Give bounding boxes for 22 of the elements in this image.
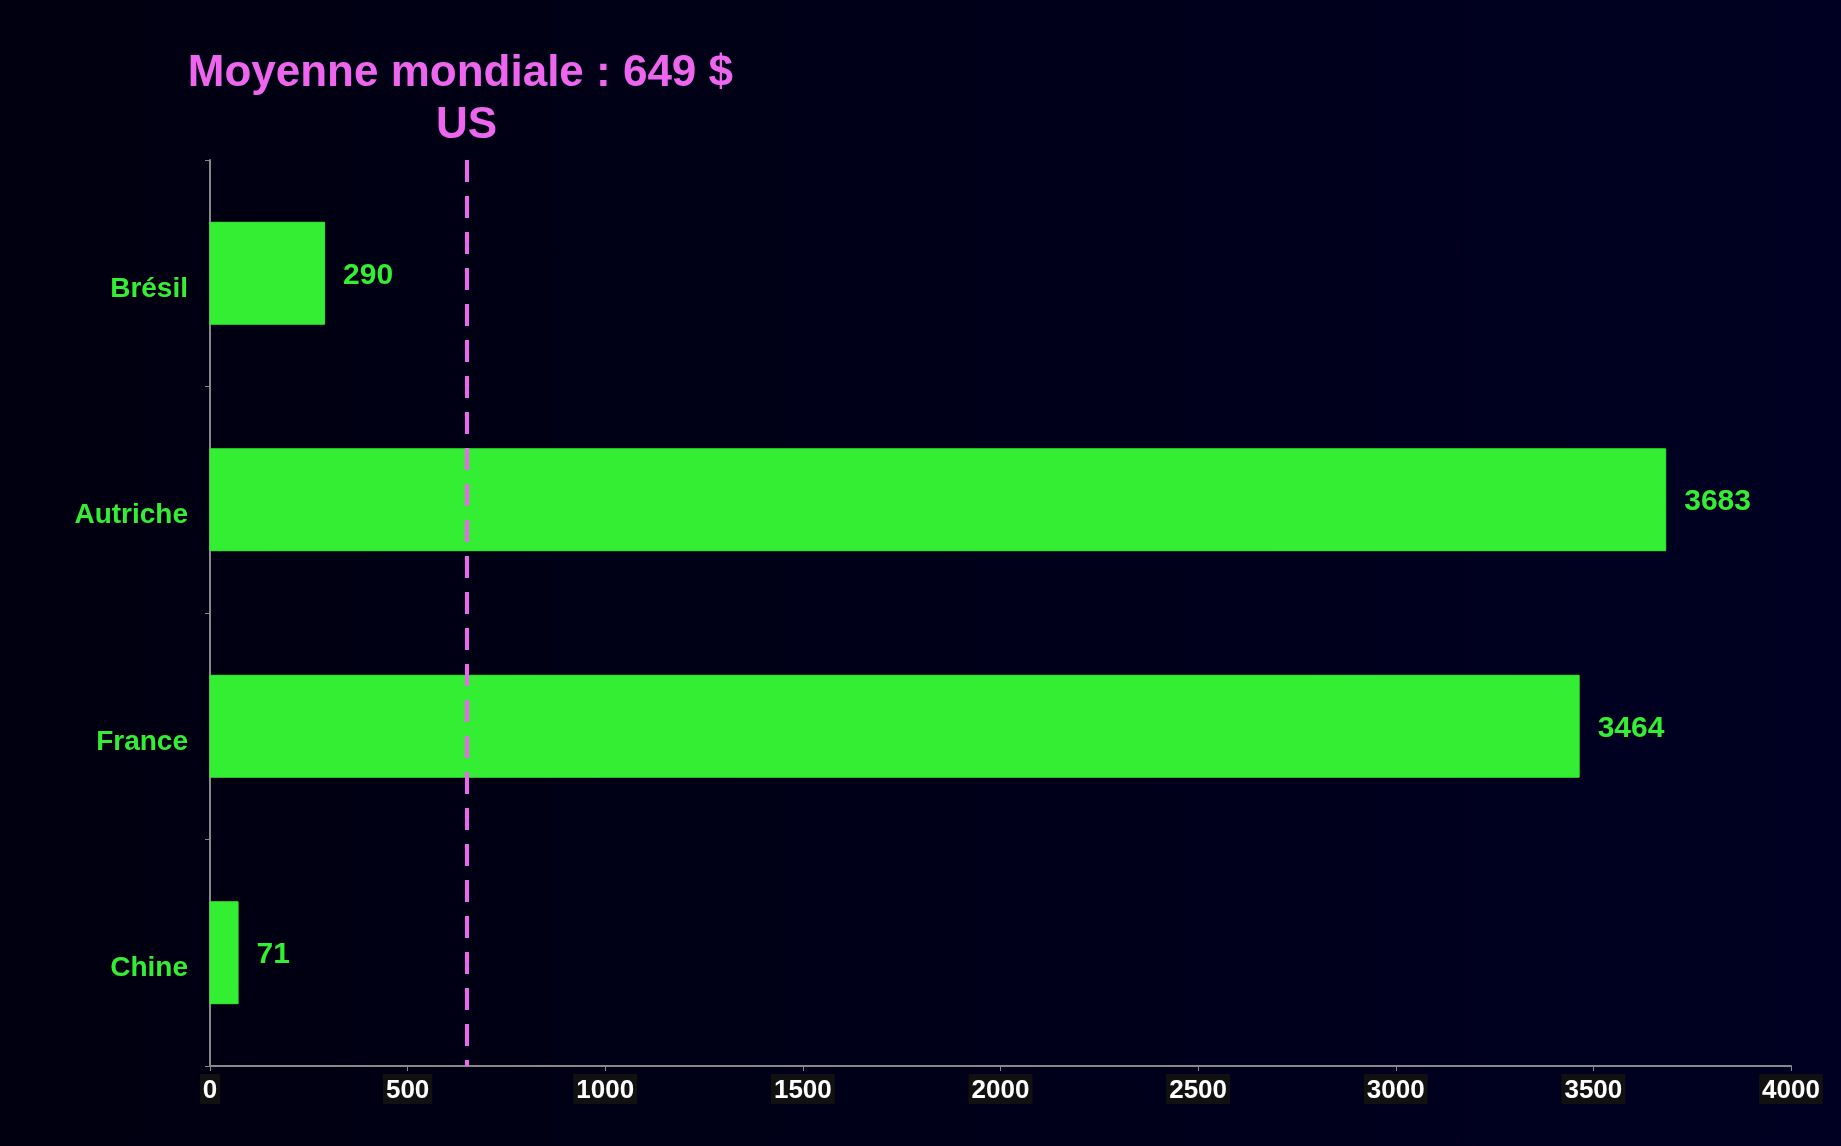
x-tick-label: 4000 (1762, 1074, 1820, 1104)
data-label: 290 (343, 256, 394, 290)
x-tick-label: 3500 (1564, 1074, 1623, 1104)
y-tick-label: France (96, 724, 188, 756)
x-tick-label: 2000 (971, 1074, 1030, 1104)
data-label: 3464 (1597, 709, 1665, 743)
x-tick-label: 2500 (1169, 1074, 1228, 1104)
bar (209, 448, 1667, 552)
data-label: 71 (256, 936, 290, 970)
x-tick-label: 1000 (576, 1074, 635, 1104)
ref-line-label: Moyenne mondiale : 649 $ US (187, 45, 746, 147)
y-tick-label: Brésil (110, 271, 188, 303)
x-tick-label: 0 (202, 1074, 218, 1104)
bar (209, 221, 326, 325)
x-tick-label: 500 (385, 1074, 430, 1104)
bar (209, 674, 1580, 778)
data-label: 3683 (1684, 483, 1751, 517)
x-tick-label: 1500 (773, 1074, 832, 1104)
y-tick-label: Autriche (74, 498, 188, 530)
x-tick-label: 3000 (1366, 1074, 1425, 1104)
bar (209, 901, 239, 1005)
y-tick-label: Chine (110, 951, 188, 983)
